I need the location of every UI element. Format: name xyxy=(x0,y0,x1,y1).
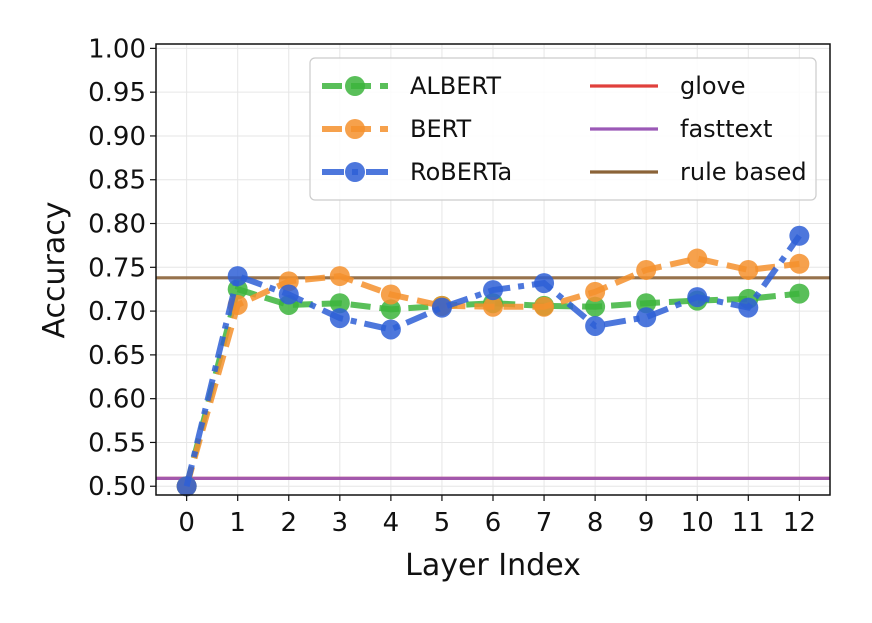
series-group xyxy=(176,225,810,497)
y-tick-label: 0.75 xyxy=(88,253,146,283)
y-axis-ticks: 0.50 0.55 0.60 0.65 0.70 0.75 0.80 0.85 0.90 0.95… xyxy=(88,34,156,502)
data-point-roberta xyxy=(329,308,350,329)
data-point-roberta xyxy=(483,280,503,301)
y-tick-label: 0.80 xyxy=(88,210,146,240)
y-tick-label: 0.60 xyxy=(88,385,146,415)
y-axis-label: Accuracy xyxy=(37,202,72,339)
data-point-roberta xyxy=(227,266,248,287)
data-point-roberta xyxy=(431,297,452,318)
y-tick-label: 0.90 xyxy=(88,122,146,152)
legend-label-albert: ALBERT xyxy=(410,72,501,100)
legend-box xyxy=(309,57,817,201)
data-point-albert xyxy=(329,293,350,314)
data-point-albert xyxy=(636,293,657,314)
legend-label-fasttext: fasttext xyxy=(680,115,772,143)
y-tick-label: 0.50 xyxy=(88,472,146,502)
x-tick-label: 0 xyxy=(178,508,195,538)
data-point-albert xyxy=(789,283,810,304)
data-point-albert xyxy=(380,299,401,320)
y-tick-label: 0.55 xyxy=(88,428,146,458)
data-point-roberta xyxy=(636,307,657,328)
x-tick-label: 6 xyxy=(485,508,502,538)
data-point-bert xyxy=(636,259,657,280)
data-point-roberta xyxy=(789,225,810,246)
data-point-bert xyxy=(380,284,401,305)
baseline-lines xyxy=(156,276,830,480)
legend-label-roberta: RoBERTa xyxy=(410,158,512,186)
legend-marker-albert xyxy=(345,76,365,96)
x-tick-label: 5 xyxy=(434,508,451,538)
x-tick-label: 11 xyxy=(732,508,765,538)
data-point-roberta xyxy=(738,297,759,318)
x-tick-label: 12 xyxy=(783,508,816,538)
x-axis-ticks: 0 1 2 3 4 5 6 7 8 9 10 11 12 xyxy=(178,495,816,538)
x-tick-label: 10 xyxy=(681,508,714,538)
y-tick-label: 0.95 xyxy=(88,78,146,108)
y-tick-label: 1.00 xyxy=(88,34,146,64)
data-point-roberta xyxy=(585,315,606,336)
legend-label-glove: glove xyxy=(680,72,746,100)
legend: ALBERT BERT RoBERTa glove fasttext rule based xyxy=(309,57,817,201)
x-tick-label: 8 xyxy=(587,508,604,538)
data-point-albert xyxy=(585,296,606,317)
x-tick-label: 1 xyxy=(229,508,246,538)
y-tick-label: 0.70 xyxy=(88,297,146,327)
data-point-bert xyxy=(534,296,555,317)
x-tick-label: 9 xyxy=(638,508,655,538)
data-point-bert xyxy=(789,253,810,274)
x-tick-label: 3 xyxy=(332,508,349,538)
x-tick-label: 2 xyxy=(280,508,297,538)
y-tick-label: 0.65 xyxy=(88,341,146,371)
data-point-roberta xyxy=(687,287,708,308)
x-tick-label: 7 xyxy=(536,508,553,538)
y-tick-label: 0.85 xyxy=(88,166,146,196)
data-point-bert xyxy=(483,296,503,317)
data-point-roberta xyxy=(534,273,555,294)
x-tick-label: 4 xyxy=(383,508,400,538)
data-point-roberta xyxy=(380,319,401,340)
data-point-roberta xyxy=(176,476,197,497)
x-axis-label: Layer Index xyxy=(405,548,581,583)
data-point-bert xyxy=(329,266,350,287)
legend-marker-roberta xyxy=(345,162,365,182)
data-point-bert xyxy=(738,259,759,280)
legend-marker-bert xyxy=(345,119,365,139)
data-point-bert xyxy=(687,248,708,269)
series-roberta xyxy=(176,225,810,497)
legend-label-rule-based: rule based xyxy=(680,158,807,186)
legend-label-bert: BERT xyxy=(410,115,472,143)
data-point-bert xyxy=(585,281,606,302)
data-point-roberta xyxy=(278,284,299,305)
